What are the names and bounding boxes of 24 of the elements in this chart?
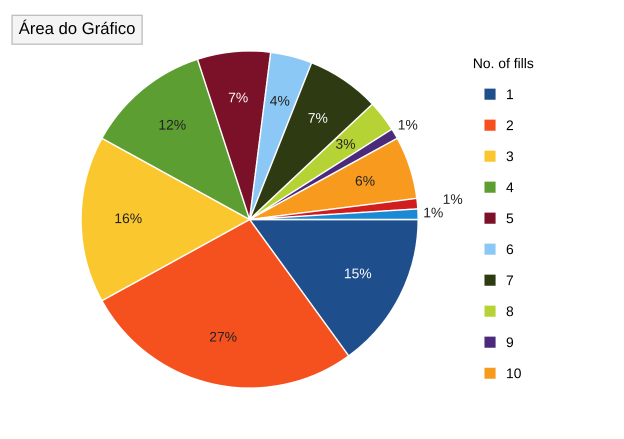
data-label: 1%	[444, 194, 462, 204]
legend-label: 9	[506, 337, 514, 348]
legend-label: 3	[506, 151, 514, 162]
legend-label: 6	[506, 244, 514, 254]
legend-label: 5	[506, 214, 514, 224]
data-label: 7%	[228, 92, 248, 102]
legend-label: 7	[506, 276, 514, 286]
data-label: 1%	[398, 120, 418, 130]
data-label: 6%	[356, 176, 375, 186]
data-label: 1%	[424, 208, 443, 218]
data-label: 7%	[308, 113, 328, 123]
legend-title: No. of fills	[474, 58, 534, 68]
legend-label: 10	[507, 368, 521, 378]
data-label: 3%	[336, 139, 356, 149]
legend-label: 2	[506, 120, 514, 130]
data-label: 16%	[115, 213, 142, 224]
data-label: 12%	[159, 120, 186, 130]
text: Área do Gráfico	[18, 20, 135, 34]
legend-label: 8	[506, 306, 514, 316]
data-label: 4%	[270, 96, 290, 106]
data-label: 27%	[210, 332, 237, 342]
legend-label: 4	[506, 182, 514, 192]
data-label: 15%	[344, 268, 372, 278]
legend-label: 1	[507, 90, 514, 100]
